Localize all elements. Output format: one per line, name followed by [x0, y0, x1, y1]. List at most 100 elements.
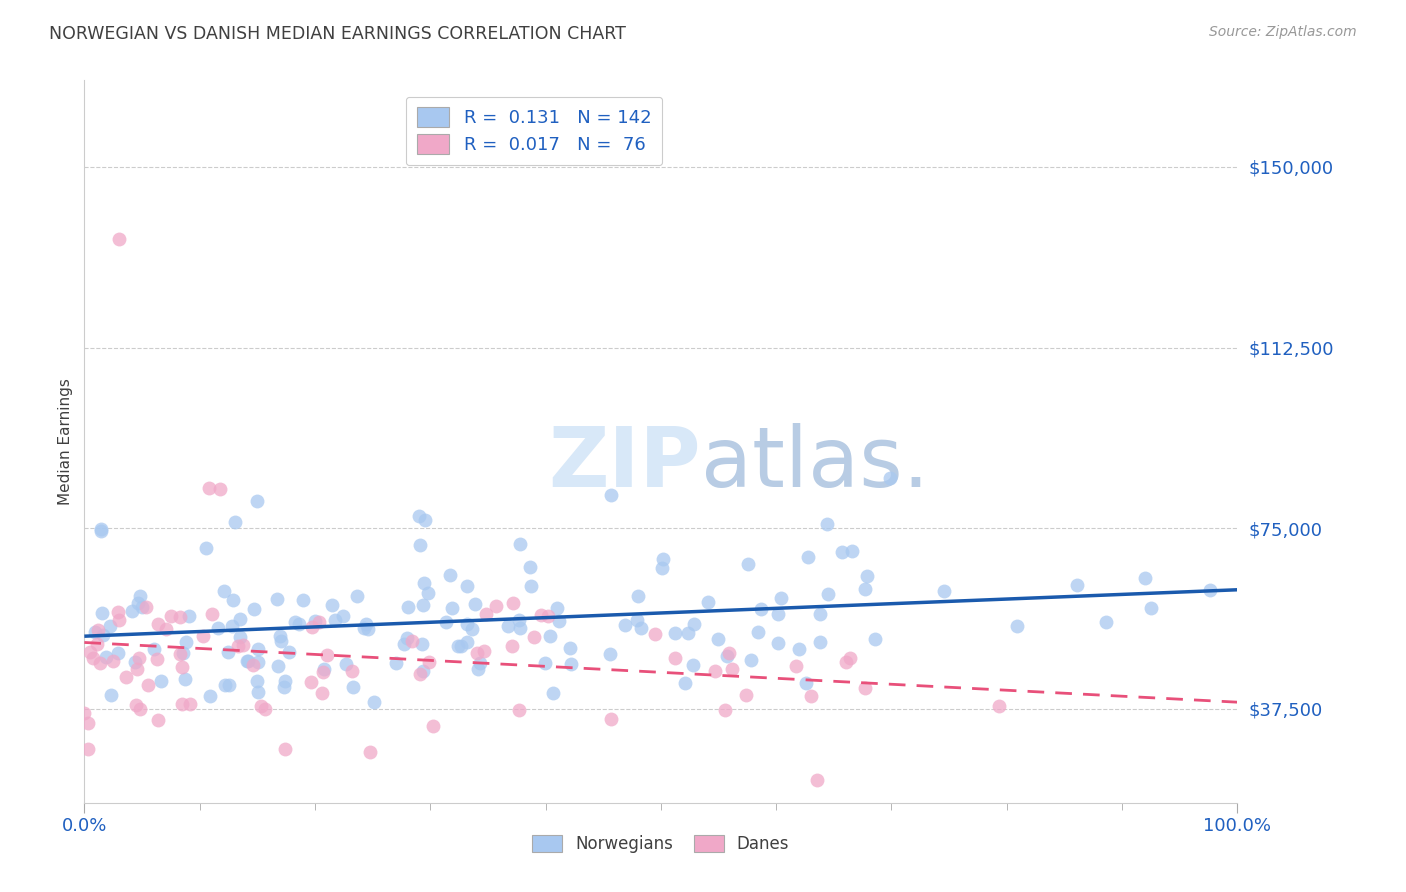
Point [108, 232, 131, 246]
Point [735, 688, 758, 702]
Point [856, 569, 879, 583]
Point [103, 654, 125, 668]
Y-axis label: Median Earnings: Median Earnings [58, 378, 73, 505]
Point [626, 613, 648, 627]
Point [456, 617, 478, 632]
Point [416, 586, 439, 600]
Point [794, 675, 817, 690]
Point [274, 741, 297, 756]
Point [496, 619, 519, 633]
Point [558, 640, 581, 655]
Point [533, 656, 555, 670]
Point [194, 541, 217, 556]
Point [315, 648, 337, 663]
Point [200, 689, 222, 703]
Point [673, 676, 696, 690]
Point [385, 656, 408, 670]
Point [236, 654, 259, 668]
Point [359, 745, 381, 759]
Point [1198, 582, 1220, 597]
Point [853, 681, 876, 695]
Point [207, 621, 229, 635]
Point [224, 515, 246, 529]
Point [93, 627, 115, 641]
Point [1005, 619, 1028, 633]
Point [222, 593, 245, 607]
Point [86, 637, 108, 651]
Point [501, 640, 523, 654]
Point [312, 665, 335, 679]
Point [835, 655, 858, 669]
Point [450, 639, 472, 653]
Point [413, 575, 436, 590]
Point [401, 634, 423, 648]
Point [228, 639, 250, 653]
Point [91, 606, 114, 620]
Point [292, 593, 315, 607]
Point [447, 639, 470, 653]
Point [508, 703, 530, 717]
Point [346, 589, 368, 603]
Point [201, 607, 224, 621]
Point [413, 513, 436, 527]
Point [560, 657, 582, 672]
Point [853, 582, 876, 597]
Point [806, 772, 828, 787]
Point [394, 636, 416, 650]
Point [508, 613, 530, 627]
Point [800, 689, 823, 703]
Point [530, 608, 553, 623]
Point [218, 678, 240, 692]
Point [323, 613, 346, 627]
Point [412, 664, 434, 678]
Point [148, 713, 170, 727]
Point [314, 663, 336, 677]
Point [107, 646, 129, 660]
Point [439, 567, 461, 582]
Point [354, 616, 377, 631]
Point [797, 549, 820, 564]
Point [247, 655, 270, 669]
Point [485, 599, 508, 613]
Point [82, 651, 104, 665]
Point [273, 680, 295, 694]
Point [737, 558, 759, 572]
Point [308, 615, 330, 629]
Point [599, 488, 621, 502]
Point [456, 579, 478, 593]
Point [277, 645, 299, 659]
Point [467, 662, 489, 676]
Point [169, 610, 191, 624]
Point [160, 609, 183, 624]
Point [766, 607, 789, 621]
Point [721, 662, 744, 676]
Point [682, 658, 704, 673]
Point [697, 595, 720, 609]
Point [214, 583, 236, 598]
Point [464, 597, 486, 611]
Point [198, 481, 221, 495]
Point [409, 538, 432, 552]
Point [682, 616, 704, 631]
Point [266, 659, 288, 673]
Point [718, 646, 741, 660]
Point [129, 702, 152, 716]
Point [863, 632, 886, 647]
Point [412, 598, 434, 612]
Point [253, 702, 276, 716]
Point [502, 596, 524, 610]
Point [108, 613, 131, 627]
Point [128, 590, 150, 604]
Point [236, 654, 259, 668]
Text: NORWEGIAN VS DANISH MEDIAN EARNINGS CORRELATION CHART: NORWEGIAN VS DANISH MEDIAN EARNINGS CORR… [49, 25, 626, 43]
Point [177, 608, 200, 623]
Point [716, 648, 738, 663]
Point [242, 658, 264, 673]
Point [441, 601, 464, 615]
Point [146, 652, 169, 666]
Point [288, 616, 311, 631]
Point [304, 614, 326, 628]
Point [146, 617, 169, 632]
Point [651, 561, 673, 575]
Point [815, 517, 838, 532]
